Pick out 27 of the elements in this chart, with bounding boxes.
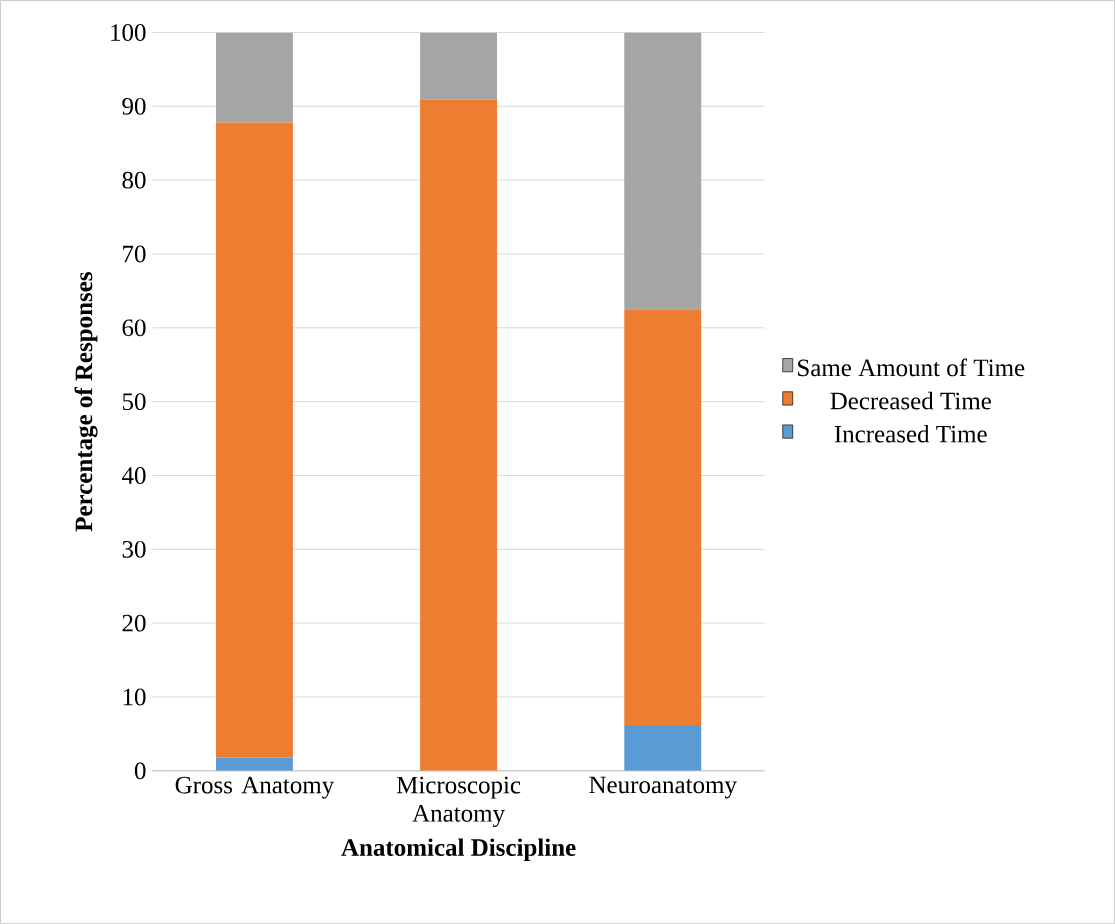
x-tick-label: Neuroanatomy <box>589 776 737 799</box>
y-tick-label: 70 <box>123 245 146 263</box>
bar <box>624 724 702 771</box>
y-axis-title: Percentage of Responses <box>74 272 98 532</box>
bar <box>624 32 702 310</box>
bar <box>215 757 293 771</box>
y-tick-label: 20 <box>122 614 146 632</box>
bar <box>420 32 498 100</box>
y-tick-label: 10 <box>123 688 146 706</box>
y-tick-label: 40 <box>122 466 146 484</box>
y-tick-label: 90 <box>122 97 146 115</box>
x-tick-label: Microscopic Anatomy <box>396 776 521 827</box>
legend-label: Same Amount of Time <box>798 358 1025 377</box>
legend-label: Decreased Time <box>830 391 991 410</box>
x-axis-title: Anatomical Discipline <box>341 838 576 861</box>
bar <box>624 309 702 725</box>
bar <box>215 122 293 758</box>
y-tick-label: 30 <box>122 540 146 558</box>
bar <box>215 32 293 123</box>
y-tick-label: 50 <box>122 393 146 410</box>
y-tick-label: 100 <box>111 23 146 41</box>
legend-label: Increased Time <box>834 424 987 443</box>
y-tick-label: 60 <box>122 319 146 337</box>
x-tick-label: Gross Anatomy <box>175 776 335 799</box>
bar <box>420 99 498 771</box>
y-tick-label: 0 <box>134 762 146 780</box>
y-tick-label: 80 <box>122 171 146 189</box>
